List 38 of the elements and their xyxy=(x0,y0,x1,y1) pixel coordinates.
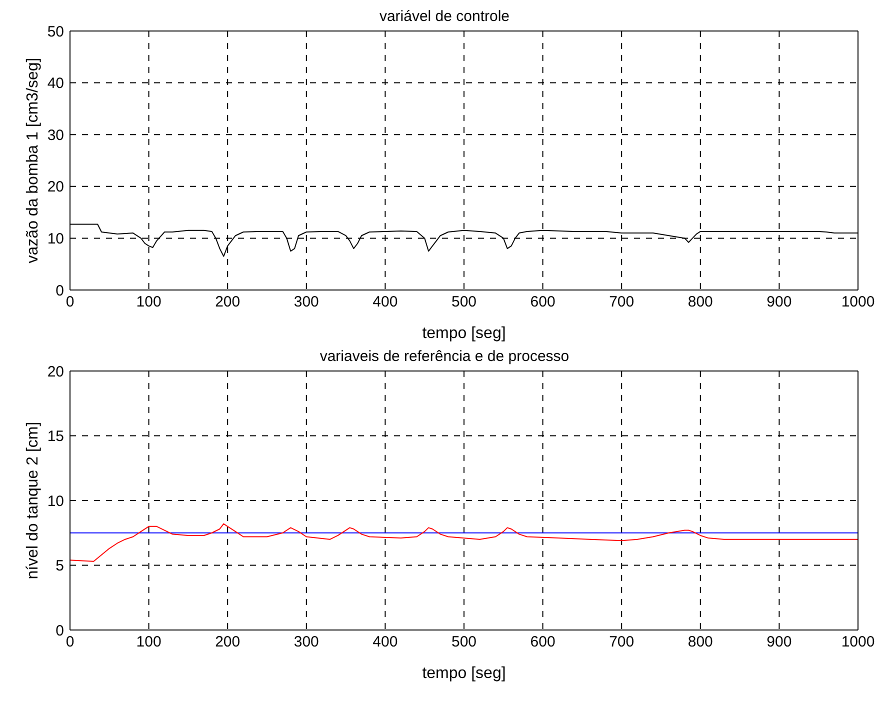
x-tick-label: 900 xyxy=(766,294,792,311)
chart-title: variaveis de referência e de processo xyxy=(318,348,570,365)
x-tick-label: 500 xyxy=(451,634,477,651)
x-tick-label: 200 xyxy=(215,634,240,651)
x-axis-title: tempo [seg] xyxy=(422,665,506,682)
x-tick-label: 1000 xyxy=(841,294,875,311)
y-tick-label: 20 xyxy=(47,363,64,380)
x-tick-label: 600 xyxy=(530,294,556,311)
y-tick-label: 10 xyxy=(47,492,64,510)
y-axis-title: vazão da bomba 1 [cm3/seg] xyxy=(24,58,42,264)
y-tick-label: 40 xyxy=(47,75,64,92)
y-tick-label: 20 xyxy=(47,178,64,196)
y-axis-title: nível do tanque 2 [cm] xyxy=(24,422,42,580)
chart-title: variável de controle xyxy=(378,8,511,25)
y-tick-label: 0 xyxy=(56,622,64,640)
y-tick-label: 10 xyxy=(47,230,64,248)
x-tick-label: 300 xyxy=(294,634,319,651)
x-tick-label: 200 xyxy=(215,294,240,311)
y-tick-label: 50 xyxy=(47,23,64,40)
y-tick-label: 15 xyxy=(47,428,64,446)
x-tick-label: 700 xyxy=(609,294,634,311)
x-axis-title: tempo [seg] xyxy=(422,325,506,342)
x-tick-label: 600 xyxy=(530,634,556,651)
x-tick-label: 400 xyxy=(372,294,398,311)
x-tick-label: 800 xyxy=(688,294,713,311)
x-tick-label: 500 xyxy=(451,294,477,311)
x-tick-label: 400 xyxy=(372,634,398,651)
x-tick-label: 800 xyxy=(688,634,713,651)
line-series xyxy=(70,523,858,562)
x-tick-label: 300 xyxy=(294,294,319,311)
y-tick-label: 0 xyxy=(56,282,64,300)
x-tick-label: 700 xyxy=(609,634,634,651)
x-tick-label: 900 xyxy=(766,634,792,651)
x-tick-label: 100 xyxy=(136,634,162,651)
y-tick-label: 5 xyxy=(56,558,64,575)
x-tick-label: 100 xyxy=(136,294,162,311)
y-tick-label: 30 xyxy=(47,126,64,144)
x-tick-label: 1000 xyxy=(841,634,875,651)
